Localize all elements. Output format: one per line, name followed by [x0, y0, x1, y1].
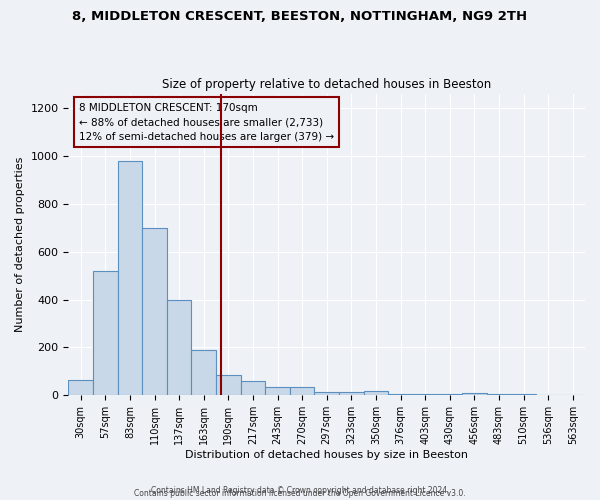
- Text: Contains HM Land Registry data © Crown copyright and database right 2024.: Contains HM Land Registry data © Crown c…: [151, 486, 449, 495]
- Bar: [511, 394, 536, 396]
- Bar: [462, 393, 487, 396]
- Bar: [437, 394, 462, 396]
- Y-axis label: Number of detached properties: Number of detached properties: [15, 157, 25, 332]
- Bar: [241, 381, 265, 396]
- Text: 8 MIDDLETON CRESCENT: 170sqm
← 88% of detached houses are smaller (2,733)
12% of: 8 MIDDLETON CRESCENT: 170sqm ← 88% of de…: [79, 102, 334, 142]
- Bar: [364, 390, 388, 396]
- Bar: [216, 375, 241, 396]
- Bar: [265, 387, 290, 396]
- Bar: [167, 300, 191, 396]
- Bar: [388, 394, 413, 396]
- Bar: [314, 392, 339, 396]
- Bar: [487, 394, 511, 396]
- Bar: [290, 387, 314, 396]
- Bar: [339, 392, 364, 396]
- Bar: [191, 350, 216, 396]
- Text: Contains public sector information licensed under the Open Government Licence v3: Contains public sector information licen…: [134, 488, 466, 498]
- Bar: [68, 380, 93, 396]
- Text: 8, MIDDLETON CRESCENT, BEESTON, NOTTINGHAM, NG9 2TH: 8, MIDDLETON CRESCENT, BEESTON, NOTTINGH…: [73, 10, 527, 23]
- Bar: [118, 160, 142, 396]
- Title: Size of property relative to detached houses in Beeston: Size of property relative to detached ho…: [162, 78, 491, 91]
- Bar: [142, 228, 167, 396]
- Bar: [413, 394, 437, 396]
- X-axis label: Distribution of detached houses by size in Beeston: Distribution of detached houses by size …: [185, 450, 468, 460]
- Bar: [93, 271, 118, 396]
